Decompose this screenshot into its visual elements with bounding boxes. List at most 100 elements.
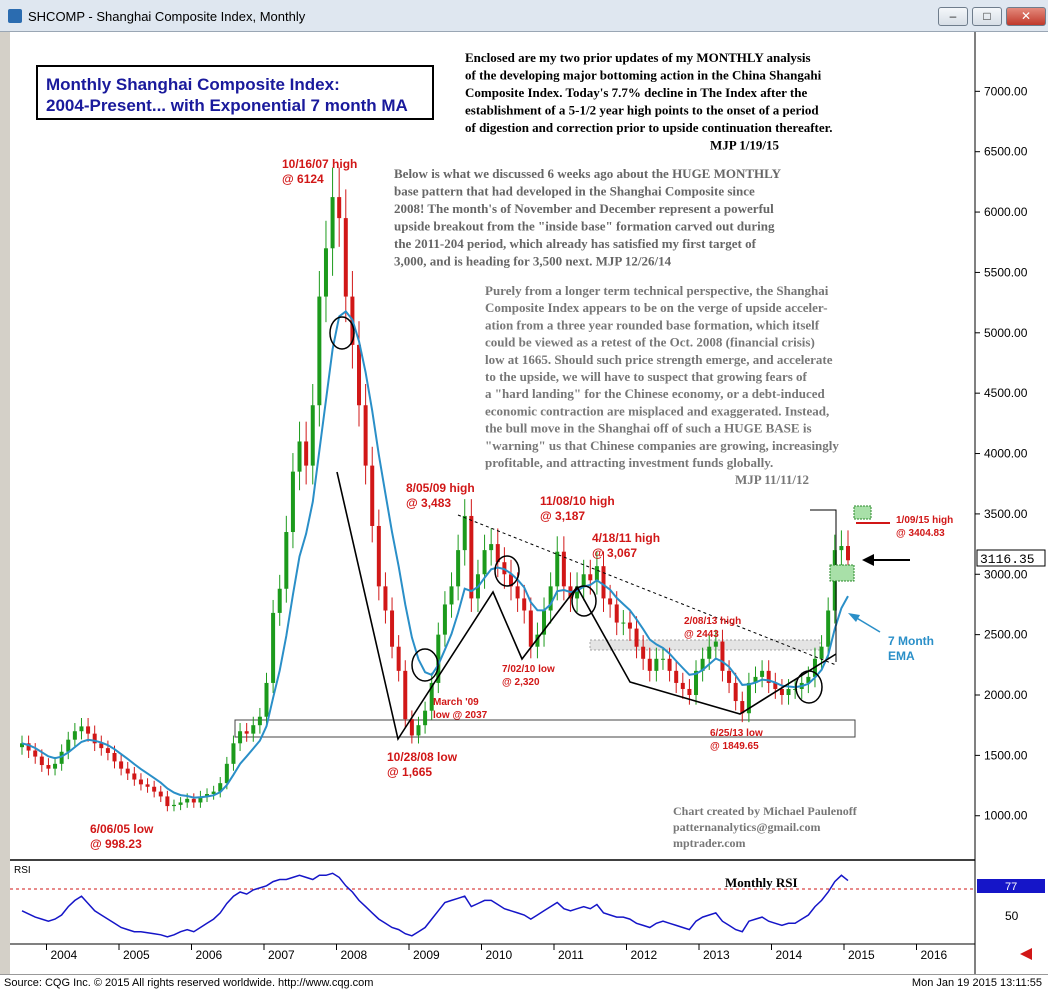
candle-body bbox=[667, 658, 672, 671]
rsi-value-box bbox=[977, 879, 1045, 893]
candle-body bbox=[363, 405, 368, 466]
candle-body bbox=[515, 586, 520, 599]
x-tick-label: 2009 bbox=[413, 948, 440, 962]
y-tick-label: 1000.00 bbox=[984, 809, 1028, 823]
candle-body bbox=[409, 719, 414, 736]
annotation-text: @ 1,665 bbox=[387, 765, 432, 779]
candle-body bbox=[581, 574, 586, 587]
y-tick-label: 4000.00 bbox=[984, 447, 1028, 461]
note-line: profitable, and attracting investment fu… bbox=[485, 455, 773, 470]
candle-body bbox=[403, 670, 408, 720]
candle-body bbox=[158, 791, 163, 797]
candle-body bbox=[125, 768, 130, 774]
note-line: of the developing major bottoming action… bbox=[465, 68, 822, 83]
annotation-text: 10/16/07 high bbox=[282, 157, 357, 171]
annotation-text: low @ 2037 bbox=[433, 710, 488, 721]
candle-body bbox=[522, 598, 527, 611]
candle-body bbox=[495, 544, 500, 563]
y-tick-label: 3500.00 bbox=[984, 507, 1028, 521]
candle-body bbox=[145, 784, 150, 787]
candle-body bbox=[92, 733, 97, 744]
annotation-text: 6/25/13 low bbox=[710, 728, 763, 739]
note-line: Purely from a longer term technical pers… bbox=[485, 283, 829, 298]
candle-body bbox=[846, 546, 850, 561]
annotation-text: 7/02/10 low bbox=[502, 664, 555, 675]
note-line: the bull move in the Shanghai off of suc… bbox=[485, 421, 812, 436]
candle-body bbox=[594, 566, 599, 581]
chart-frame: 7000.00 6500.00 6000.00 5500.00 5000.00 4500.… bbox=[10, 32, 1048, 974]
annotation-text: 1/09/15 high bbox=[896, 515, 953, 526]
x-tick-label: 2004 bbox=[51, 948, 78, 962]
candle-body bbox=[588, 574, 593, 581]
maximize-button[interactable]: □ bbox=[972, 7, 1002, 26]
candle-body bbox=[720, 641, 725, 671]
candle-body bbox=[548, 586, 553, 611]
candle-body bbox=[779, 688, 784, 696]
y-tick-label: 2500.00 bbox=[984, 628, 1028, 642]
y-tick-label: 5000.00 bbox=[984, 326, 1028, 340]
candle-body bbox=[86, 726, 91, 734]
candle-body bbox=[700, 658, 705, 671]
candle-body bbox=[436, 634, 441, 683]
note-line: Composite Index. Today's 7.7% decline in… bbox=[465, 85, 807, 100]
circle-marker-2011 bbox=[571, 585, 597, 617]
y-tick-label: 6500.00 bbox=[984, 145, 1028, 159]
candle-body bbox=[105, 748, 110, 753]
candle-body bbox=[608, 598, 613, 605]
commentary: Enclosed are my two prior updates of my … bbox=[394, 50, 858, 850]
status-bar: Source: CQG Inc. © 2015 All rights reser… bbox=[0, 974, 1048, 992]
candle-body bbox=[20, 743, 24, 748]
annotation-text: 10/28/08 low bbox=[387, 750, 458, 764]
candle-body bbox=[178, 802, 183, 805]
annotation-text: 2/08/13 high bbox=[684, 616, 741, 627]
circle-marker-2007 bbox=[329, 316, 355, 350]
x-tick-label: 2011 bbox=[558, 948, 584, 962]
candle-body bbox=[482, 550, 487, 575]
candle-body bbox=[370, 465, 375, 526]
candle-body bbox=[99, 743, 104, 749]
time-axis: 2004 2005 2006 2007 2008 2009 2010 2011 2012 2013… bbox=[46, 944, 948, 962]
candle-body bbox=[614, 604, 619, 623]
y-tick-label: 2000.00 bbox=[984, 688, 1028, 702]
candle-body bbox=[53, 763, 58, 769]
timestamp: Mon Jan 19 2015 13:11:55 bbox=[911, 977, 1042, 989]
candle-body bbox=[654, 658, 659, 671]
scroll-arrow-icon[interactable] bbox=[1020, 948, 1032, 960]
annotation-text: @ 2443 bbox=[684, 629, 719, 640]
candle-body bbox=[542, 610, 547, 635]
candle-body bbox=[561, 551, 566, 587]
close-button[interactable]: ✕ bbox=[1006, 7, 1046, 26]
candle-body bbox=[390, 610, 395, 647]
candle-body bbox=[251, 725, 256, 734]
note-line: establishment of a 5-1/2 year high point… bbox=[465, 103, 819, 118]
candle-body bbox=[423, 710, 428, 726]
y-tick-label: 5500.00 bbox=[984, 265, 1028, 279]
x-tick-label: 2014 bbox=[776, 948, 803, 962]
minimize-button[interactable]: – bbox=[938, 7, 968, 26]
candle-body bbox=[826, 610, 831, 647]
pattern-lines bbox=[336, 471, 837, 742]
target-bracket bbox=[810, 509, 837, 662]
candle-body bbox=[218, 783, 223, 792]
price-chart: 7000.00 6500.00 6000.00 5500.00 5000.00 4500.… bbox=[10, 32, 1048, 974]
candle-body bbox=[733, 682, 738, 702]
note-line: could be viewed as a retest of the Oct. … bbox=[485, 335, 815, 350]
annotation-text: 4/18/11 high bbox=[592, 531, 660, 545]
candle-body bbox=[244, 731, 249, 734]
candle-body bbox=[680, 682, 685, 689]
candle-body bbox=[238, 731, 243, 744]
candle-body bbox=[634, 628, 639, 647]
candle-body bbox=[211, 791, 216, 795]
x-tick-label: 2015 bbox=[848, 948, 875, 962]
note-line: 2008! The month's of November and Decemb… bbox=[394, 201, 774, 216]
app-icon bbox=[8, 9, 22, 23]
candle-body bbox=[257, 716, 262, 726]
annotation-text: @ 3404.83 bbox=[896, 528, 945, 539]
note-line: Below is what we discussed 6 weeks ago a… bbox=[394, 166, 782, 181]
x-tick-label: 2013 bbox=[703, 948, 730, 962]
candle-body bbox=[171, 804, 176, 807]
candle-body bbox=[46, 765, 51, 769]
candle-body bbox=[191, 798, 196, 803]
note-line: MJP 11/11/12 bbox=[735, 472, 809, 487]
y-tick-label: 3000.00 bbox=[984, 567, 1028, 581]
